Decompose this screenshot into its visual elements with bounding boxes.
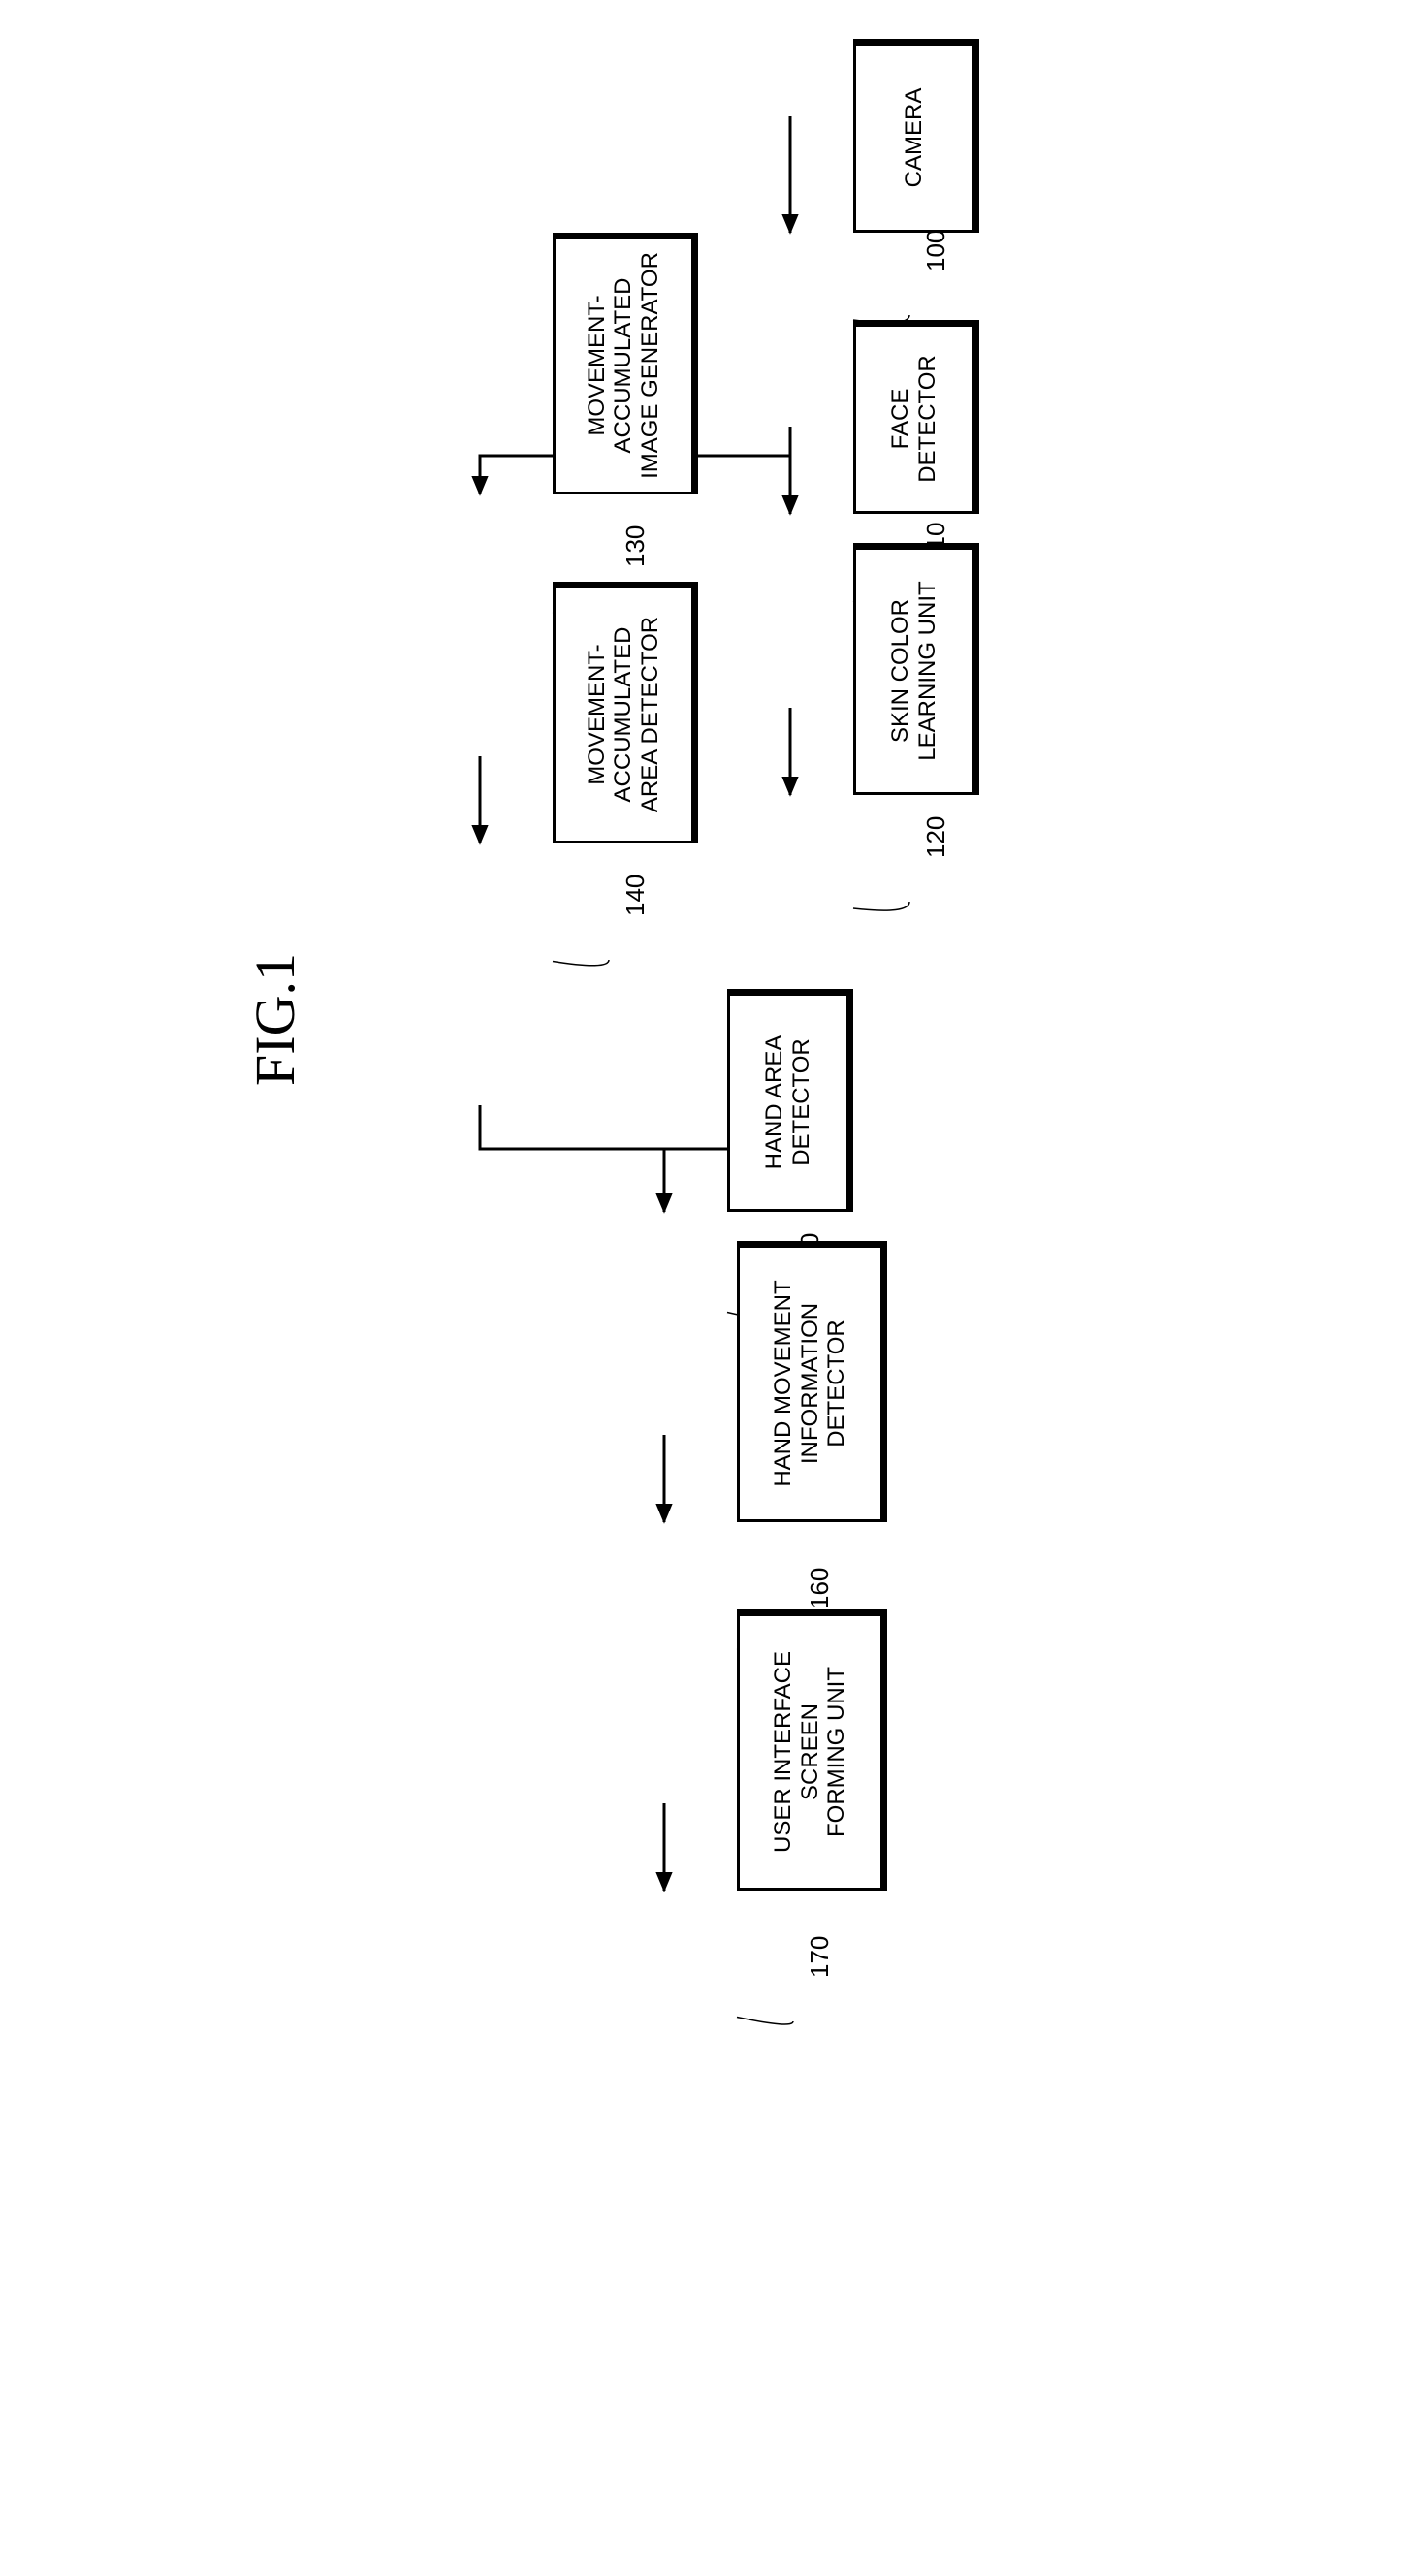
wiring-layer bbox=[0, 0, 1402, 2576]
ref-camera: 100 bbox=[921, 230, 951, 271]
block-ui: USER INTERFACE SCREEN FORMING UNIT bbox=[737, 1609, 887, 1891]
block-face: FACE DETECTOR bbox=[853, 320, 979, 514]
block-mai_det: MOVEMENT- ACCUMULATED AREA DETECTOR bbox=[553, 582, 698, 843]
block-handmov: HAND MOVEMENT INFORMATION DETECTOR bbox=[737, 1241, 887, 1522]
ref-mai_gen: 130 bbox=[621, 525, 651, 567]
ref-mai_det: 140 bbox=[621, 875, 651, 916]
figure-label: FIG.1 bbox=[242, 953, 307, 1086]
ref-ui: 170 bbox=[805, 1936, 835, 1978]
ref-handmov: 160 bbox=[805, 1568, 835, 1609]
diagram-canvas: FIG.1 CAMERA100FACE DETECTOR110SKIN COLO… bbox=[0, 0, 1402, 2576]
block-camera: CAMERA bbox=[853, 39, 979, 233]
block-skin: SKIN COLOR LEARNING UNIT bbox=[853, 543, 979, 795]
ref-skin: 120 bbox=[921, 816, 951, 858]
block-hand: HAND AREA DETECTOR bbox=[727, 989, 853, 1212]
block-mai_gen: MOVEMENT- ACCUMULATED IMAGE GENERATOR bbox=[553, 233, 698, 494]
